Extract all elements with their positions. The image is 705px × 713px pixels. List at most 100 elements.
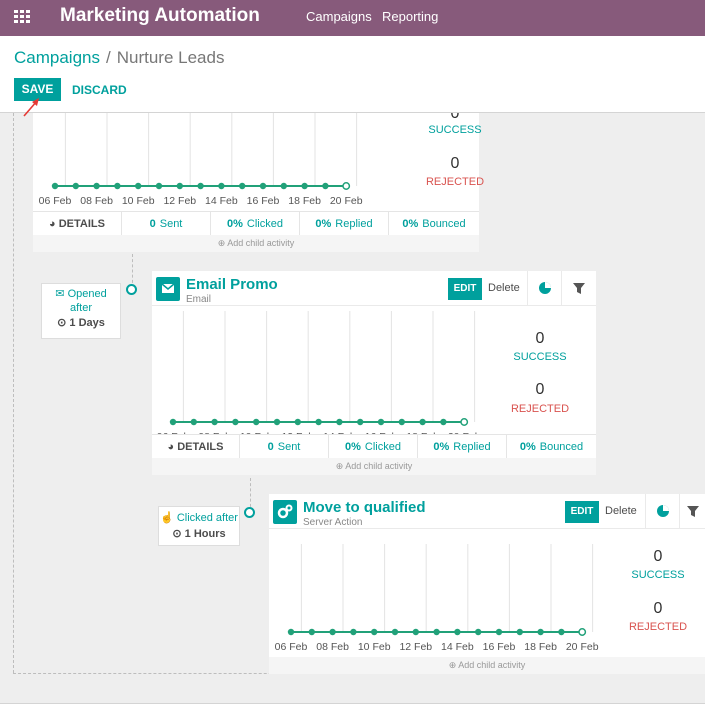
replied-stat[interactable]: 0% Replied xyxy=(418,435,507,458)
clicked-stat[interactable]: 0% Clicked xyxy=(329,435,418,458)
activity-card: Move to qualified Server Action EDIT Del… xyxy=(269,494,705,674)
clock-icon: ⊙ xyxy=(57,317,67,329)
data-point xyxy=(232,418,239,426)
edit-button[interactable]: EDIT xyxy=(448,278,482,300)
filter-tab[interactable] xyxy=(561,271,595,306)
nav-campaigns[interactable]: Campaigns xyxy=(306,9,372,24)
data-point xyxy=(308,628,315,636)
graph-tab[interactable] xyxy=(645,494,679,529)
add-child-label: Add child activity xyxy=(345,461,413,471)
grid-icon[interactable] xyxy=(14,10,31,24)
clicked-label: Clicked xyxy=(246,217,283,230)
x-tick-label: 10 Feb xyxy=(358,641,391,653)
trigger-label: Opened xyxy=(67,288,107,300)
app-title[interactable]: Marketing Automation xyxy=(60,5,260,26)
bounced-stat[interactable]: 0% Bounced xyxy=(507,435,596,458)
success-count: 0 xyxy=(653,548,663,565)
replied-value: 0% xyxy=(315,217,332,230)
envelope-icon xyxy=(156,277,180,301)
trigger-label: Clicked after xyxy=(176,512,238,524)
data-point xyxy=(301,182,308,190)
replied-stat[interactable]: 0% Replied xyxy=(300,212,389,235)
clicked-stat[interactable]: 0% Clicked xyxy=(211,212,300,235)
sent-value: 0 xyxy=(267,440,274,453)
data-point xyxy=(287,628,295,636)
trigger-delay: 1 Hours xyxy=(184,528,226,540)
x-tick-label: 16 Feb xyxy=(247,195,280,207)
activity-title[interactable]: Email Promo xyxy=(186,276,278,293)
details-button[interactable]: ◕ DETAILS xyxy=(152,435,240,458)
success-label: SUCCESS xyxy=(428,124,482,136)
success-label: SUCCESS xyxy=(513,351,567,363)
trigger-box: ✉ Opened after ⊙ 1 Days xyxy=(41,283,121,339)
add-child-label: Add child activity xyxy=(458,660,526,670)
x-tick-label: 18 Feb xyxy=(524,641,557,653)
connector-node[interactable] xyxy=(126,284,137,295)
data-point xyxy=(412,628,419,636)
data-point xyxy=(398,418,405,426)
trigger-label-after: after xyxy=(69,302,92,314)
data-point xyxy=(176,182,183,190)
x-tick-label: 08 Feb xyxy=(316,641,349,653)
sent-label: Sent xyxy=(159,217,183,230)
bottom-scrollbar[interactable] xyxy=(0,703,705,713)
clock-icon: ⊙ xyxy=(172,528,182,540)
rejected-count: 0 xyxy=(653,600,663,617)
data-point xyxy=(280,182,287,190)
data-point xyxy=(377,418,385,426)
data-point xyxy=(155,182,163,190)
sent-stat[interactable]: 0 Sent xyxy=(122,212,211,235)
activity-header: Move to qualified Server Action EDIT Del… xyxy=(269,494,705,529)
delete-button[interactable]: Delete xyxy=(488,282,520,294)
data-point xyxy=(93,182,100,190)
bounced-stat[interactable]: 0% Bounced xyxy=(389,212,479,235)
sent-value: 0 xyxy=(149,217,156,230)
x-tick-label: 08 Feb xyxy=(80,195,113,207)
data-point xyxy=(197,182,204,190)
details-button[interactable]: ◕ DETAILS xyxy=(33,212,122,235)
bounced-value: 0% xyxy=(402,217,419,230)
x-tick-label: 10 Feb xyxy=(240,431,273,434)
data-point xyxy=(475,628,482,636)
add-child-activity[interactable]: ⊕ Add child activity xyxy=(269,657,705,674)
x-tick-label: 06 Feb xyxy=(157,431,190,434)
pie-chart-icon xyxy=(657,505,669,517)
details-label: DETAILS xyxy=(58,217,105,230)
add-child-activity[interactable]: ⊕ Add child activity xyxy=(152,458,596,475)
gears-icon xyxy=(273,500,297,524)
data-point xyxy=(135,182,142,190)
graph-tab[interactable] xyxy=(527,271,561,306)
activity-title[interactable]: Move to qualified xyxy=(303,499,426,516)
x-tick-label: 10 Feb xyxy=(122,195,155,207)
edit-button[interactable]: EDIT xyxy=(565,501,599,523)
stats-row: ◕ DETAILS 0 Sent 0% Clicked 0% Replied 0% Bo… xyxy=(33,211,479,235)
sent-stat[interactable]: 0 Sent xyxy=(240,435,329,458)
breadcrumb-separator: / xyxy=(106,48,111,67)
data-point xyxy=(495,628,503,636)
delete-button[interactable]: Delete xyxy=(605,505,637,517)
rejected-label: REJECTED xyxy=(628,621,688,633)
success-label: SUCCESS xyxy=(631,569,685,581)
data-point xyxy=(114,182,121,190)
connector-line xyxy=(250,478,251,512)
add-child-activity[interactable]: ⊕ Add child activity xyxy=(33,235,479,252)
top-navbar: Marketing Automation Campaigns Reporting xyxy=(0,0,705,36)
nav-reporting[interactable]: Reporting xyxy=(382,9,439,24)
data-point xyxy=(454,628,461,636)
save-button[interactable]: SAVE xyxy=(14,78,61,101)
x-tick-label: 18 Feb xyxy=(406,431,439,434)
data-point xyxy=(322,182,329,190)
filter-tab[interactable] xyxy=(679,494,705,529)
replied-label: Replied xyxy=(453,440,491,453)
connector-node[interactable] xyxy=(244,507,255,518)
x-tick-label: 16 Feb xyxy=(483,641,516,653)
data-point xyxy=(190,418,197,426)
breadcrumb-campaigns[interactable]: Campaigns xyxy=(14,48,100,67)
discard-button[interactable]: DISCARD xyxy=(72,83,127,97)
activity-graph: 06 Feb 08 Feb 10 Feb 12 Feb 14 Feb 16 Feb 18 F… xyxy=(275,544,599,653)
clicked-value: 0% xyxy=(227,217,243,230)
x-tick-label: 18 Feb xyxy=(288,195,321,207)
workflow-canvas[interactable]: 06 Feb 08 Feb 10 Feb 12 Feb 14 Feb 16 Feb 18 F… xyxy=(0,113,705,703)
data-point xyxy=(516,628,523,636)
x-tick-label: 06 Feb xyxy=(39,195,72,207)
